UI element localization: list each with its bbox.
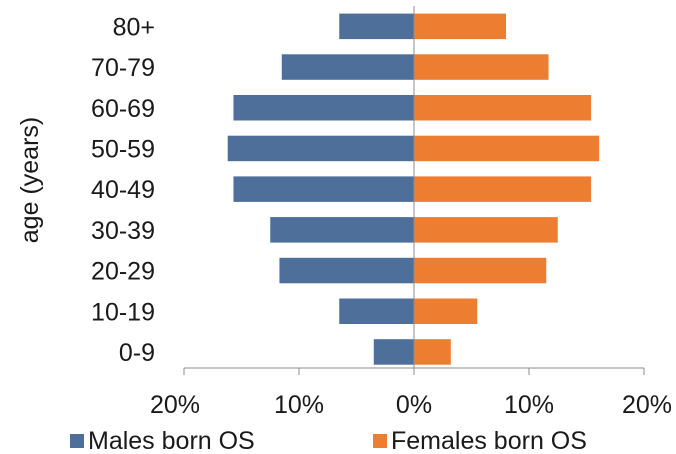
category-label: 10-19 [91,298,155,326]
legend: Males born OS Females born OS [70,427,587,454]
female-bar [414,135,600,162]
category-label: 80+ [113,13,155,41]
female-bar [414,339,451,365]
category-label: 60-69 [91,95,155,123]
x-tick-label: 20% [150,391,200,419]
legend-swatch [70,434,84,448]
category-label: 50-59 [91,135,155,163]
x-tick-label: 10% [504,391,554,419]
male-bar [339,298,414,324]
x-tick-label: 0% [396,391,432,419]
female-bar [414,54,549,80]
legend-swatch [373,434,387,448]
category-label: 30-39 [91,217,155,245]
female-bar [414,257,547,284]
female-bar [414,176,592,202]
female-bar [414,217,558,243]
y-axis-label: age (years) [16,117,44,243]
x-tick-label: 10% [274,391,324,419]
male-bar [339,13,414,40]
female-bar [414,95,592,121]
male-bar [233,176,414,202]
category-label: 40-49 [91,176,155,204]
male-bar [233,95,414,121]
x-tick-label: 20% [622,391,672,419]
female-bar [414,13,506,40]
category-labels: 80+ 70-79 60-69 50-59 40-49 30-39 20-29 10-19 0-… [91,13,155,367]
legend-label: Males born OS [88,427,255,454]
legend-label: Females born OS [391,427,587,454]
male-bar [227,135,414,162]
male-bar [270,217,414,243]
category-label: 70-79 [91,54,155,82]
male-bar [279,257,414,284]
male-bar [373,339,414,365]
male-bar [281,54,414,80]
female-bar [414,298,478,324]
category-label: 0-9 [119,339,155,367]
category-label: 20-29 [91,258,155,286]
x-axis: 20% 10% 0% 10% 20% [150,6,672,419]
bars-group [227,13,600,365]
